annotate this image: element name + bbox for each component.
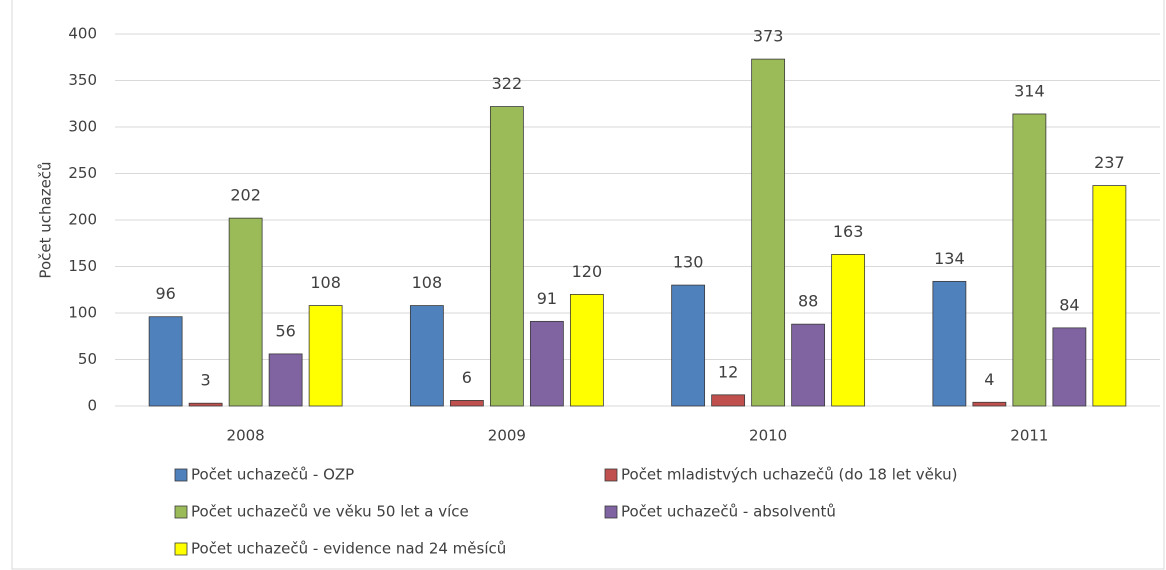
bar: [308, 305, 343, 407]
legend-label: Počet uchazečů - evidence nad 24 měsíců: [191, 540, 506, 558]
bar: [449, 400, 484, 407]
value-label: 108: [310, 273, 341, 292]
bar: [409, 305, 444, 407]
value-label: 108: [412, 273, 443, 292]
value-label: 163: [833, 222, 864, 241]
value-label: 202: [230, 186, 261, 205]
y-axis-label: Počet uchazečů: [37, 161, 55, 278]
bar: [751, 58, 786, 407]
legend-label: Počet uchazečů - absolventů: [621, 503, 836, 521]
value-label: 91: [537, 289, 557, 308]
legend-label: Počet uchazečů - OZP: [191, 466, 354, 484]
value-label: 3: [201, 371, 211, 390]
y-tick-label: 250: [68, 164, 97, 182]
chart-border: [11, 0, 1165, 570]
x-tick-label: 2010: [749, 427, 787, 445]
bar: [671, 284, 706, 407]
y-tick-label: 50: [78, 350, 97, 368]
bar: [489, 106, 524, 407]
value-label: 130: [673, 253, 704, 272]
y-tick-label: 0: [87, 397, 97, 415]
value-label: 56: [275, 321, 295, 340]
value-label: 6: [462, 368, 472, 387]
value-label: 322: [492, 74, 523, 93]
bar: [831, 254, 866, 407]
legend-swatch: [174, 542, 188, 556]
bar: [1012, 113, 1047, 407]
y-tick-label: 400: [68, 25, 97, 43]
value-label: 237: [1094, 153, 1125, 172]
bar: [529, 320, 564, 407]
value-label: 88: [798, 292, 818, 311]
bar: [932, 280, 967, 407]
value-label: 314: [1014, 81, 1045, 100]
legend-swatch: [604, 505, 618, 519]
legend-swatch: [174, 468, 188, 482]
value-label: 96: [155, 284, 175, 303]
y-tick-label: 300: [68, 118, 97, 136]
legend-label: Počet mladistvých uchazečů (do 18 let vě…: [621, 466, 957, 484]
bar: [188, 402, 223, 407]
bar: [791, 323, 826, 407]
bar: [1092, 185, 1127, 407]
y-tick-label: 350: [68, 71, 97, 89]
x-tick-label: 2011: [1010, 427, 1048, 445]
bar: [268, 353, 303, 407]
y-tick-label: 200: [68, 211, 97, 229]
bar: [228, 217, 263, 407]
y-tick-label: 100: [68, 304, 97, 322]
legend-swatch: [604, 468, 618, 482]
value-label: 120: [572, 262, 603, 281]
bar: [569, 293, 604, 407]
bar: [972, 401, 1007, 407]
legend-swatch: [174, 505, 188, 519]
value-label: 12: [718, 362, 738, 381]
x-tick-label: 2009: [488, 427, 526, 445]
bar: [1052, 327, 1087, 407]
y-tick-label: 150: [68, 257, 97, 275]
x-tick-label: 2008: [227, 427, 265, 445]
bar: [148, 316, 183, 407]
legend-label: Počet uchazečů ve věku 50 let a více: [191, 503, 469, 521]
value-label: 4: [984, 370, 994, 389]
value-label: 373: [753, 27, 784, 46]
value-label: 134: [934, 249, 965, 268]
bar: [711, 394, 746, 407]
value-label: 84: [1059, 295, 1079, 314]
